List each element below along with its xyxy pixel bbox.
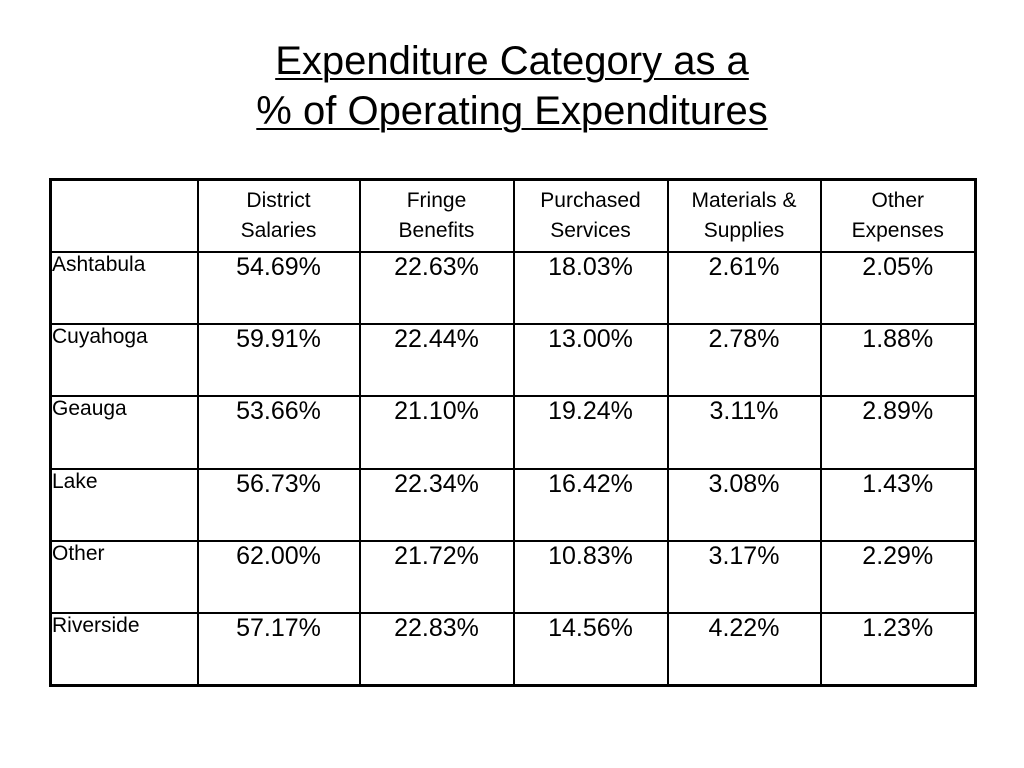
table-cell: 22.83% [358, 612, 515, 687]
expenditure-table: District Salaries Fringe Benefits Purcha… [49, 178, 977, 687]
table-cell: 22.34% [358, 467, 515, 542]
table-cell: 57.17% [196, 612, 361, 687]
table-cell: 56.73% [196, 467, 361, 542]
table-cell: 62.00% [196, 539, 361, 615]
corner-cell [49, 178, 199, 253]
header-row: District Salaries Fringe Benefits Purcha… [49, 178, 977, 253]
title-line-2: % of Operating Expenditures [256, 89, 768, 133]
col-header-district-salaries: District Salaries [196, 178, 361, 253]
table-row: Geauga 53.66% 21.10% 19.24% 3.11% 2.89% [49, 395, 977, 470]
title-line-1: Expenditure Category as a [275, 39, 749, 83]
row-label: Other [49, 539, 199, 615]
table-cell: 22.63% [358, 250, 515, 326]
table-cell: 2.05% [819, 250, 977, 326]
table-cell: 10.83% [512, 539, 669, 615]
table-row: Cuyahoga 59.91% 22.44% 13.00% 2.78% 1.88… [49, 323, 977, 398]
table-cell: 1.23% [819, 612, 977, 687]
table-cell: 59.91% [196, 323, 361, 398]
row-label: Riverside [49, 612, 199, 687]
slide-title: Expenditure Category as a % of Operating… [0, 36, 1024, 136]
row-label: Cuyahoga [49, 323, 199, 398]
table-cell: 2.78% [666, 323, 822, 398]
table-cell: 53.66% [196, 395, 361, 470]
col-header-other-expenses: Other Expenses [819, 178, 977, 253]
table-cell: 4.22% [666, 612, 822, 687]
table-cell: 1.88% [819, 323, 977, 398]
table-row: Other 62.00% 21.72% 10.83% 3.17% 2.29% [49, 539, 977, 615]
table-row: Riverside 57.17% 22.83% 14.56% 4.22% 1.2… [49, 612, 977, 687]
table-cell: 1.43% [819, 467, 977, 542]
table-cell: 2.29% [819, 539, 977, 615]
col-header-materials-supplies: Materials & Supplies [666, 178, 822, 253]
row-label: Lake [49, 467, 199, 542]
table-row: Ashtabula 54.69% 22.63% 18.03% 2.61% 2.0… [49, 250, 977, 326]
table-cell: 21.10% [358, 395, 515, 470]
row-label: Ashtabula [49, 250, 199, 326]
table-cell: 3.17% [666, 539, 822, 615]
table-cell: 13.00% [512, 323, 669, 398]
table-cell: 22.44% [358, 323, 515, 398]
table-cell: 2.89% [819, 395, 977, 470]
table-cell: 21.72% [358, 539, 515, 615]
table-cell: 19.24% [512, 395, 669, 470]
table-cell: 3.11% [666, 395, 822, 470]
table-cell: 18.03% [512, 250, 669, 326]
table-cell: 54.69% [196, 250, 361, 326]
table-cell: 14.56% [512, 612, 669, 687]
row-label: Geauga [49, 395, 199, 470]
col-header-fringe-benefits: Fringe Benefits [358, 178, 515, 253]
table-cell: 16.42% [512, 467, 669, 542]
table-cell: 3.08% [666, 467, 822, 542]
col-header-purchased-services: Purchased Services [512, 178, 669, 253]
table-cell: 2.61% [666, 250, 822, 326]
table-row: Lake 56.73% 22.34% 16.42% 3.08% 1.43% [49, 467, 977, 542]
